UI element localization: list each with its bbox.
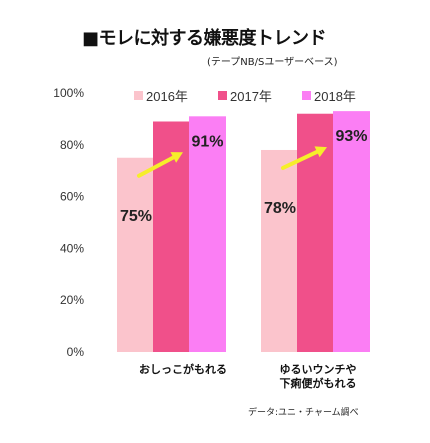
trend-arrowhead	[170, 152, 183, 163]
trend-arrowhead	[314, 146, 327, 158]
legend-label: 2017年	[230, 89, 272, 104]
trend-arrow	[281, 149, 320, 170]
y-tick-label: 20%	[60, 293, 84, 307]
x-category-label: おしっこがもれる	[139, 362, 227, 376]
bar	[333, 111, 370, 352]
x-category-label: ゆるいウンチや	[280, 363, 357, 376]
legend-label: 2016年	[146, 89, 188, 104]
chart-subtitle: (テープNB/Sユーザーベース)	[207, 57, 338, 68]
data-label: 91%	[191, 133, 223, 150]
legend-swatch	[134, 91, 143, 100]
trend-arrow	[137, 155, 176, 178]
y-tick-label: 40%	[60, 241, 84, 255]
bar	[117, 157, 155, 352]
data-label: 93%	[335, 128, 367, 145]
data-label: 75%	[120, 208, 152, 225]
bar	[153, 121, 189, 353]
bar	[189, 116, 226, 352]
legend-label: 2018年	[314, 89, 356, 104]
y-tick-label: 100%	[53, 86, 84, 100]
chart-title: ■モレに対する嫌悪度トレンド	[82, 28, 327, 49]
bar	[261, 149, 299, 352]
y-tick-label: 80%	[60, 138, 84, 152]
legend-swatch	[302, 91, 311, 100]
data-label: 78%	[264, 200, 296, 217]
source-note: データ:ユニ・チャーム調べ	[248, 408, 359, 418]
y-tick-label: 60%	[60, 190, 84, 204]
bar	[297, 113, 333, 352]
y-tick-label: 0%	[67, 345, 85, 359]
legend-swatch	[218, 91, 227, 100]
x-category-label: 下痢便がもれる	[280, 376, 357, 390]
